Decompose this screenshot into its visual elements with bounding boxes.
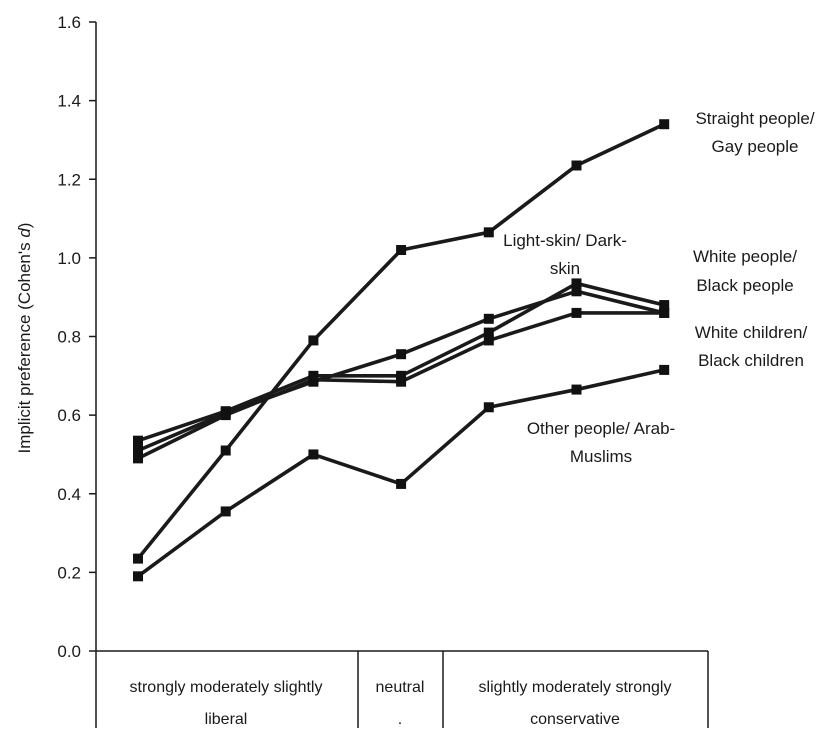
series-group — [133, 119, 670, 582]
series-label: Gay people — [712, 137, 799, 156]
data-point — [396, 370, 407, 381]
y-axis-label-italic: d — [15, 228, 34, 238]
y-tick-label: 1.2 — [57, 170, 81, 189]
y-tick-label: 1.0 — [57, 249, 81, 268]
data-point — [483, 227, 494, 238]
y-tick-label: 0.2 — [57, 563, 81, 582]
x-axis-groups: strongly moderately slightly liberal neutr… — [130, 651, 709, 728]
data-point — [133, 435, 143, 446]
data-point — [308, 335, 319, 346]
series-line — [136, 122, 665, 560]
data-point — [483, 335, 494, 346]
data-point — [571, 278, 582, 289]
y-axis-label-part: ) — [15, 223, 34, 229]
series-label: Black children — [698, 351, 804, 370]
x-group-label: . — [398, 711, 402, 728]
data-point — [396, 349, 407, 360]
series-labels: Straight people/Gay people White people/B… — [503, 109, 815, 466]
data-point — [571, 384, 582, 395]
data-point — [571, 286, 582, 297]
series-label: Other people/ Arab- — [527, 419, 675, 438]
data-point — [308, 374, 319, 385]
data-point — [483, 313, 494, 324]
data-point — [220, 410, 231, 421]
data-point — [571, 160, 582, 171]
data-point — [133, 571, 143, 582]
series-label: White people/ — [693, 247, 797, 266]
y-tick-label: 0.6 — [57, 406, 81, 425]
data-point — [133, 445, 143, 456]
y-tick-label: 1.6 — [57, 13, 81, 32]
y-axis-label-part: Implicit preference (Cohen's — [15, 238, 34, 454]
data-point — [396, 478, 407, 489]
data-point — [659, 119, 670, 130]
data-point — [396, 376, 407, 387]
data-point — [133, 453, 143, 464]
x-group-label: conservative — [530, 711, 620, 728]
data-point — [659, 300, 670, 311]
series-label: Muslims — [570, 447, 632, 466]
x-group-label: slightly moderately strongly — [479, 679, 672, 696]
series-label: skin — [550, 259, 580, 278]
y-ticks: 0.0 0.2 0.4 0.6 0.8 1.0 1.2 1.4 1.6 — [57, 13, 96, 661]
series-line — [136, 368, 665, 578]
data-point — [659, 364, 670, 375]
y-tick-label: 1.4 — [57, 92, 81, 111]
data-point — [220, 445, 231, 456]
x-group-label: liberal — [205, 711, 248, 728]
y-tick-label: 0.4 — [57, 485, 81, 504]
data-point — [571, 307, 582, 318]
data-point — [133, 553, 143, 564]
y-tick-label: 0.0 — [57, 642, 81, 661]
y-tick-label: 0.8 — [57, 328, 81, 347]
series-label: Light-skin/ Dark- — [503, 231, 627, 250]
data-point — [659, 307, 670, 318]
data-point — [483, 327, 494, 338]
x-group-label: strongly moderately slightly — [130, 679, 323, 696]
data-point — [396, 245, 407, 256]
data-point — [220, 506, 231, 517]
series-label: Black people — [696, 276, 793, 295]
series-label: Straight people/ — [695, 109, 814, 128]
series-label: White children/ — [695, 323, 808, 342]
x-group-label: neutral — [376, 679, 425, 696]
y-axis-label: Implicit preference (Cohen's d) — [15, 223, 34, 454]
axes — [95, 22, 708, 728]
data-point — [308, 449, 319, 460]
data-point — [483, 402, 494, 413]
